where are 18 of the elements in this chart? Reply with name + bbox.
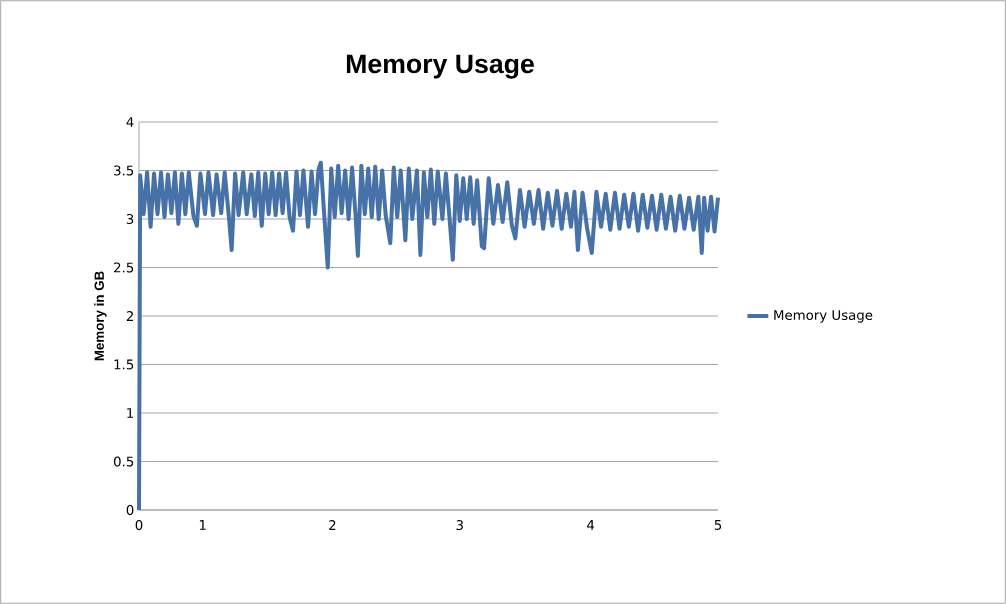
y-tick-label: 1 <box>127 408 134 418</box>
y-axis-title: Memory in GB <box>94 271 107 361</box>
y-tick-label: 0.5 <box>113 456 134 467</box>
y-tick-label: 2 <box>126 311 133 321</box>
chart-title: Memory Usage <box>346 54 534 79</box>
x-tick-label: 1 <box>199 520 206 530</box>
y-tick-label: 3.5 <box>114 165 134 176</box>
y-tick-label: 0 <box>126 504 134 516</box>
legend-label: Memory Usage <box>774 310 873 323</box>
y-tick-label: 1.5 <box>114 359 134 370</box>
y-tick-label: 4 <box>126 117 134 127</box>
x-tick-label: 3 <box>456 520 463 531</box>
y-tick-label: 3 <box>126 213 134 225</box>
x-tick-label: 5 <box>714 520 722 530</box>
x-tick-label: 2 <box>329 520 336 530</box>
x-tick-label: 4 <box>587 520 595 530</box>
x-tick-label: 0 <box>135 520 143 531</box>
y-tick-label: 2.5 <box>114 262 134 273</box>
